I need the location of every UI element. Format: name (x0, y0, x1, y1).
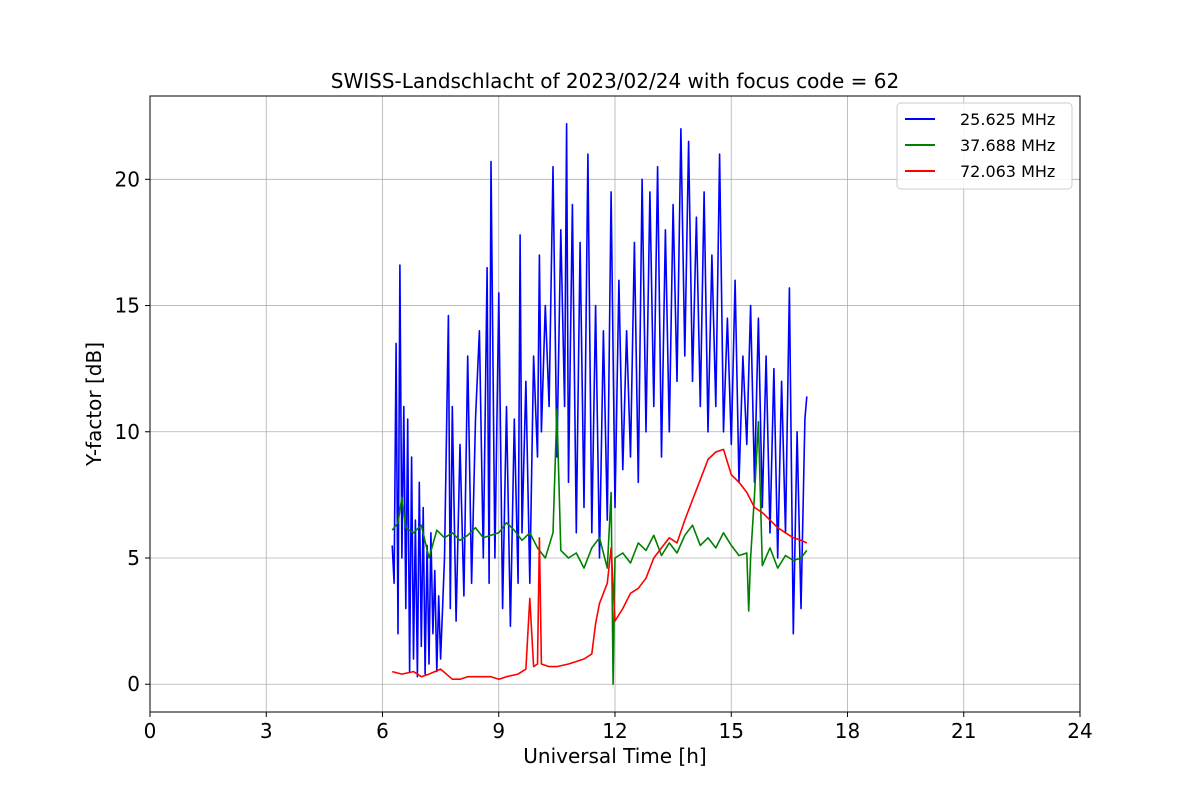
series-line-0 (391, 123, 808, 678)
chart-title: SWISS-Landschlacht of 2023/02/24 with fo… (331, 69, 899, 93)
y-axis-label: Y-factor [dB] (82, 342, 106, 467)
x-tick-label: 3 (260, 719, 273, 743)
x-tick-label: 6 (376, 719, 389, 743)
y-tick-label: 15 (115, 294, 140, 318)
x-tick-label: 24 (1067, 719, 1092, 743)
legend-label-0: 25.625 MHz (960, 110, 1055, 129)
x-tick-label: 12 (602, 719, 627, 743)
legend: 25.625 MHz 37.688 MHz 72.063 MHz (896, 102, 1073, 190)
x-tick-label: 9 (492, 719, 505, 743)
x-tick-label: 21 (951, 719, 976, 743)
y-tick-label: 20 (115, 167, 140, 191)
y-tick-label: 0 (127, 672, 140, 696)
x-tick-label: 18 (835, 719, 860, 743)
x-tick-label: 15 (719, 719, 744, 743)
legend-box (896, 102, 1073, 190)
y-tick-label: 10 (115, 420, 140, 444)
legend-label-2: 72.063 MHz (960, 162, 1055, 181)
series-layer (391, 123, 808, 686)
ticks: 0 3 6 9 12 15 18 21 24 0 5 10 15 20 (115, 167, 1093, 743)
y-tick-label: 5 (127, 546, 140, 570)
x-tick-label: 0 (144, 719, 157, 743)
legend-label-1: 37.688 MHz (960, 136, 1055, 155)
series-line-2 (392, 448, 808, 681)
series-line-1 (391, 408, 808, 686)
x-axis-label: Universal Time [h] (523, 744, 706, 768)
